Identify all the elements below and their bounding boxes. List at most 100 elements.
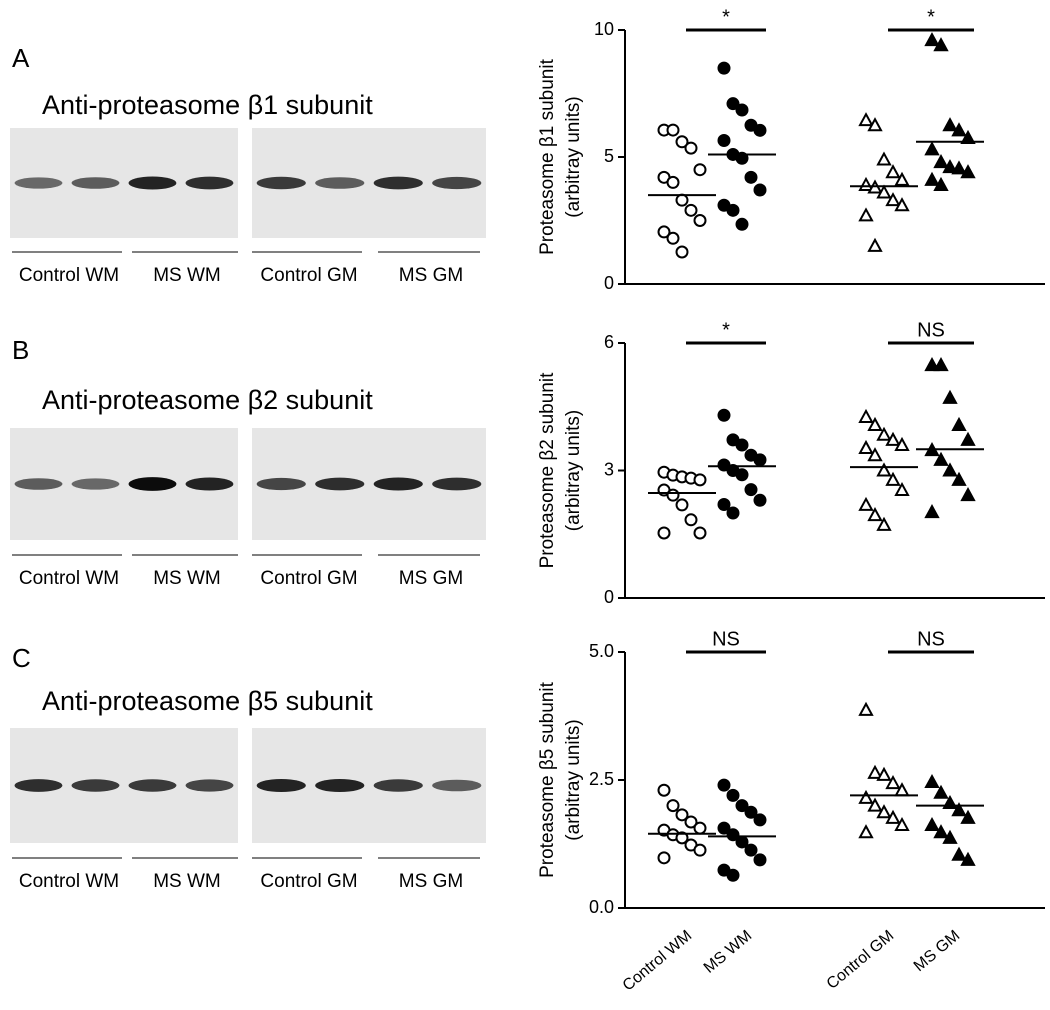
data-point [753,183,767,197]
panel-letter: B [12,335,29,365]
data-point [942,389,958,404]
data-point [726,97,740,111]
lane-label: Control GM [260,871,357,892]
data-point [675,193,689,207]
y-axis-label: (arbitray units) [563,96,584,217]
data-point [924,816,940,832]
blot-band [256,176,306,190]
data-point [657,225,671,239]
data-point [894,436,910,451]
y-tick-label: 6 [604,332,614,352]
data-point [960,129,976,144]
data-point [858,408,874,423]
blot-band [14,779,63,792]
data-point [666,799,680,813]
data-point [951,160,967,175]
blot-band [128,477,177,491]
data-point [942,117,958,132]
data-point [717,133,731,147]
y-axis-label: Proteasome β1 subunit [537,58,558,254]
panel-letter: A [12,43,30,73]
data-point [675,135,689,149]
data-point [933,824,949,839]
data-point [876,516,892,531]
blot-band [14,478,63,490]
data-point [933,37,949,52]
data-point [942,462,958,477]
lane-label: MS WM [153,265,221,286]
blot-band [128,176,177,190]
y-tick-label: 0 [604,587,614,607]
data-point [744,170,758,184]
y-axis-label: Proteasome β2 subunit [537,372,558,568]
data-point [717,821,731,835]
data-point [693,821,707,835]
lane-label: MS GM [399,568,463,589]
blot-band [71,478,120,490]
lane-label: Control WM [19,265,119,286]
data-point [693,214,707,227]
panel-letter: C [12,643,31,673]
data-point [693,843,707,857]
data-point [858,112,874,127]
data-point [894,481,910,497]
data-point [924,357,940,372]
blot-band [256,778,306,793]
data-point [858,439,874,454]
significance-label: * [927,6,935,28]
blot-band [373,477,423,491]
data-point [933,784,949,799]
data-point [960,851,976,866]
blot-band [315,477,365,491]
y-tick-label: 2.5 [589,769,614,789]
data-point [693,473,707,487]
data-point [717,778,731,792]
data-point [876,766,892,781]
significance-label: * [722,6,730,28]
data-point [744,483,758,497]
data-point [924,504,940,519]
blot-band [373,779,423,792]
lane-label: Control WM [19,871,119,892]
data-point [693,163,707,177]
data-point [960,809,976,824]
significance-label: NS [712,628,740,650]
data-point [933,357,949,372]
data-point [735,151,749,165]
data-point [867,447,883,462]
data-point [951,122,967,137]
data-point [717,458,731,472]
data-point [924,32,940,47]
data-point [675,831,689,845]
blot-band [185,779,234,792]
data-point [924,171,940,186]
data-point [867,416,883,432]
data-point [735,799,749,813]
blot-title: Anti-proteasome β5 subunit [42,686,373,716]
data-point [717,498,731,511]
data-point [726,203,740,217]
data-point [885,164,901,179]
data-point [885,192,901,207]
data-point [858,701,874,716]
data-point [735,835,749,849]
data-point [744,805,758,819]
data-point [885,809,901,824]
data-point [933,451,949,466]
data-point [942,829,958,844]
data-point [867,117,883,132]
blot-band [432,477,482,491]
y-tick-label: 5 [604,146,614,166]
data-point [894,816,910,832]
y-axis-label: (arbitray units) [563,719,584,840]
blot-title: Anti-proteasome β2 subunit [42,385,373,415]
x-tick-label: Control GM [824,927,898,993]
y-tick-label: 0 [604,273,614,293]
x-tick-label: Control WM [620,927,696,994]
blot-band [14,177,63,189]
data-point [894,171,910,186]
data-point [951,802,967,817]
data-point [924,141,940,156]
data-point [693,526,707,540]
